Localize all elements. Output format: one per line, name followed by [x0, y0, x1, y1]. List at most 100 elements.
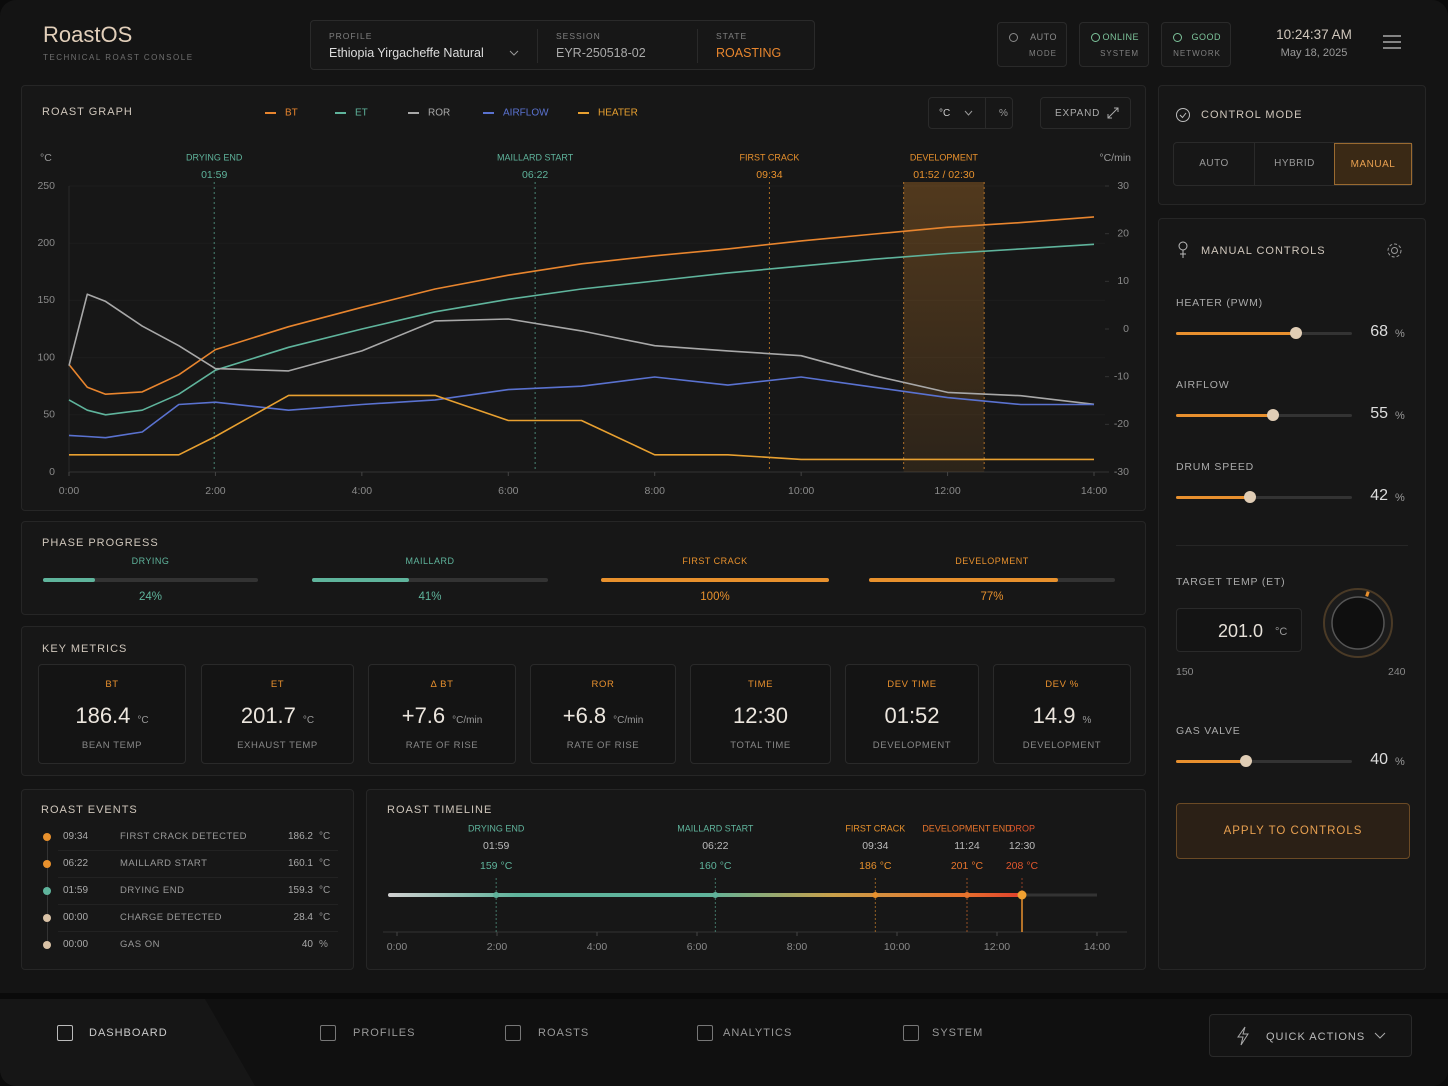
event-name: MAILLARD START: [120, 858, 208, 869]
profile-select[interactable]: Ethiopia Yirgacheffe Natural: [329, 46, 484, 60]
slider-knob[interactable]: [1289, 327, 1302, 339]
slider-label: AIRFLOW: [1176, 379, 1230, 391]
metric-value: 12:30: [732, 703, 789, 728]
phase-unit: %: [151, 591, 163, 603]
status-label: MODE: [1029, 49, 1057, 58]
unit-option[interactable]: °C: [939, 108, 951, 119]
event-unit: °C: [319, 831, 331, 842]
nav-item[interactable]: ANALYTICS: [697, 1024, 823, 1044]
bolt-icon: [1237, 1026, 1249, 1046]
event-time: 00:00: [63, 912, 89, 923]
phase-percent: 100%: [675, 591, 755, 603]
phase-fill: [43, 578, 95, 582]
metric-card: DEV TIME 01:52 DEVELOPMENT: [845, 664, 979, 764]
slider-knob[interactable]: [1243, 491, 1256, 503]
nav-icon: [57, 1025, 73, 1041]
phase-label: MAILLARD: [405, 556, 455, 566]
metric-caption: RATE OF RISE: [405, 740, 479, 751]
metric-label: ROR: [591, 679, 615, 690]
event-name: GAS ON: [120, 939, 160, 950]
phase-progress-panel: [21, 521, 1146, 615]
mode-option[interactable]: HYBRID: [1254, 143, 1334, 185]
mode-option[interactable]: MANUAL: [1334, 143, 1412, 185]
slider-label: DRUM SPEED: [1176, 461, 1255, 473]
slider-value: 55: [1370, 405, 1388, 422]
target-value: 201.0: [1218, 621, 1264, 641]
unit-option[interactable]: %: [999, 108, 1008, 119]
slider-value: 40: [1370, 751, 1388, 768]
app-name: RoastOS: [43, 22, 133, 47]
phase-unit: %: [719, 591, 730, 603]
chevron-icon: [509, 50, 519, 56]
nav-icon: [697, 1025, 713, 1041]
phase-percent: 24%: [111, 591, 191, 603]
roast-timeline-panel: [366, 789, 1146, 970]
divider: [697, 29, 698, 63]
panel-title: CONTROL MODE: [1201, 109, 1303, 121]
phase-percent: 77%: [952, 591, 1032, 603]
phase-fill: [869, 578, 1059, 582]
session-label: SESSION: [556, 31, 601, 41]
chevron-icon: [1374, 1032, 1386, 1039]
metric-label: DEV TIME: [887, 679, 937, 690]
session-bar: PROFILE Ethiopia Yirgacheffe Natural SES…: [310, 20, 815, 70]
slider-label: GAS VALVE: [1176, 725, 1241, 737]
slider-fill: [1176, 496, 1250, 499]
nav-icon: [505, 1025, 521, 1041]
quick-actions-label: QUICK ACTIONS: [1266, 1031, 1366, 1043]
divider: [1176, 545, 1408, 546]
slider-value: 42: [1370, 487, 1388, 504]
phase-label: DEVELOPMENT: [955, 556, 1029, 566]
mode-option[interactable]: AUTO: [1199, 158, 1229, 169]
event-dot: [43, 914, 51, 922]
nav-label: ANALYTICS: [723, 1027, 793, 1039]
event-time: 00:00: [63, 939, 89, 950]
nav-item[interactable]: SYSTEM: [903, 1024, 1032, 1044]
row-divider: [58, 931, 338, 932]
target-input[interactable]: 201.0 °C: [1176, 608, 1302, 652]
settings-button[interactable]: [1386, 242, 1403, 259]
nav-icon: [903, 1025, 919, 1041]
status-badge: ONLINE SYSTEM: [1079, 22, 1149, 67]
apply-button[interactable]: APPLY TO CONTROLS: [1176, 803, 1410, 859]
metric-label: ET: [270, 679, 285, 690]
nav-item[interactable]: DASHBOARD: [57, 1024, 189, 1044]
metric-card: TIME 12:30 TOTAL TIME: [690, 664, 831, 764]
metric-value-row: 12:30: [691, 703, 830, 729]
event-value: 186.2: [287, 831, 313, 842]
status-badge: AUTO MODE: [997, 22, 1067, 67]
panel-title: KEY METRICS: [42, 643, 128, 655]
metric-value-row: +7.6 °C/min: [369, 703, 515, 729]
slider-track: [1176, 496, 1352, 499]
metric-caption: EXHAUST TEMP: [237, 740, 318, 751]
state-value: ROASTING: [716, 46, 782, 60]
nav-item[interactable]: PROFILES: [320, 1024, 453, 1044]
status-value: AUTO: [1030, 32, 1057, 42]
metric-value-row: +6.8 °C/min: [531, 703, 675, 729]
event-value: 160.1: [287, 858, 313, 869]
divider: [985, 98, 986, 128]
phase-unit: %: [431, 591, 442, 603]
roast-graph-panel: [21, 85, 1146, 511]
chevron-icon: [964, 110, 973, 116]
profile-label: PROFILE: [329, 31, 373, 41]
menu-button[interactable]: [1382, 34, 1402, 52]
slider-knob[interactable]: [1240, 755, 1253, 767]
metric-caption: DEVELOPMENT: [1022, 740, 1102, 751]
slider-knob[interactable]: [1266, 409, 1279, 421]
phase-track: [43, 578, 258, 582]
slider-value: 68: [1370, 323, 1388, 340]
metric-label: BT: [105, 679, 119, 690]
quick-actions-button[interactable]: QUICK ACTIONS: [1209, 1014, 1412, 1057]
range-max: 240: [1388, 666, 1406, 678]
phase-label: FIRST CRACK: [682, 556, 748, 566]
nav-item[interactable]: ROASTS: [505, 1024, 638, 1044]
metric-card: DEV % 14.9% DEVELOPMENT: [993, 664, 1131, 764]
slider-unit: %: [1395, 492, 1405, 504]
event-unit: °C: [319, 858, 331, 869]
expand-button[interactable]: EXPAND: [1040, 97, 1131, 129]
event-unit: °C: [319, 885, 331, 896]
range-min: 150: [1176, 666, 1194, 678]
status-value: GOOD: [1191, 32, 1221, 42]
